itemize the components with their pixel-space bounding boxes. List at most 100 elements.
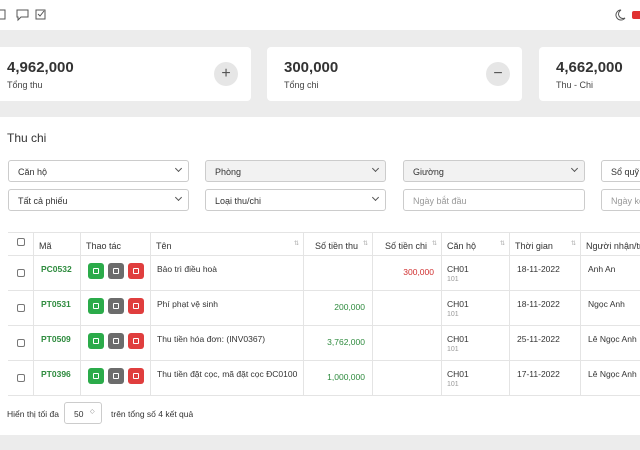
- button-icon: [93, 338, 99, 344]
- sort-icon: ⇅: [293, 241, 299, 247]
- table: Mã Thao tác Tên ⇅ Số tiền thu ⇅ Số tiền chi ⇅ Că…: [0, 232, 640, 396]
- filter[interactable]: Ngày kết: [601, 189, 640, 211]
- column-header: Thao tác: [86, 241, 122, 251]
- apartment: CH01: [447, 299, 469, 309]
- col-border: [33, 232, 34, 395]
- name: Thu tiền hóa đơn: (INV0367): [157, 334, 266, 344]
- row-border: [8, 395, 640, 396]
- summary-value: 4,662,000: [556, 59, 623, 76]
- expense: 300,000: [403, 267, 434, 277]
- delete-button[interactable]: [128, 298, 144, 314]
- summary-value: 4,962,000: [7, 59, 74, 76]
- code[interactable]: PC0532: [41, 264, 72, 274]
- print-button[interactable]: [88, 263, 104, 279]
- page-size[interactable]: 50 ◇: [64, 402, 102, 424]
- top-bar: [0, 0, 640, 30]
- spinner: ◇: [90, 409, 95, 415]
- print-button[interactable]: [88, 368, 104, 384]
- col-border: [150, 232, 151, 395]
- delete-button[interactable]: [128, 333, 144, 349]
- code[interactable]: PT0509: [41, 334, 71, 344]
- col-border: [509, 232, 510, 395]
- person: Lê Ngọc Anh: [588, 334, 637, 344]
- checkbox[interactable]: [17, 374, 25, 382]
- button-icon: [93, 268, 99, 274]
- panel: Thu chi Căn hộ Phòng Giường Sổ quỹ Tất cả phi…: [0, 117, 640, 435]
- person: Anh An: [588, 264, 616, 274]
- delete-button[interactable]: [128, 368, 144, 384]
- filter[interactable]: Phòng: [205, 160, 386, 182]
- date: 25-11-2022: [517, 334, 560, 344]
- checkbox[interactable]: [17, 238, 25, 246]
- col-border: [580, 232, 581, 395]
- room: 101: [447, 311, 459, 318]
- button-icon: [133, 303, 139, 309]
- summary-label: Tổng chi: [284, 80, 319, 90]
- room: 101: [447, 346, 459, 353]
- summary-icon[interactable]: −: [486, 62, 510, 86]
- toolbar-icons[interactable]: [0, 8, 50, 22]
- checkbox[interactable]: [17, 269, 25, 277]
- checkbox[interactable]: [17, 339, 25, 347]
- sort-icon: ⇅: [570, 241, 576, 247]
- column-header[interactable]: Số tiền chi ⇅: [384, 241, 437, 251]
- column-header[interactable]: Người nhận/trả⇅: [586, 241, 640, 251]
- checkbox[interactable]: [17, 304, 25, 312]
- sort-icon: ⇅: [362, 241, 368, 247]
- col-border: [303, 232, 304, 395]
- income: 1,000,000: [327, 372, 365, 382]
- name: Thu tiền đặt cọc, mã đặt cọc ĐC0100: [157, 369, 298, 379]
- theme-icon[interactable]: [612, 8, 640, 22]
- summary-card: 4,662,000 Thu - Chi: [539, 47, 640, 101]
- person: Ngọc Anh: [588, 299, 625, 309]
- print-button[interactable]: [88, 333, 104, 349]
- summary-label: Tổng thu: [7, 80, 43, 90]
- button-icon: [113, 268, 119, 274]
- row-border: [8, 232, 640, 233]
- edit-button[interactable]: [108, 263, 124, 279]
- delete-button[interactable]: [128, 263, 144, 279]
- button-icon: [133, 338, 139, 344]
- button-icon: [93, 373, 99, 379]
- column-header[interactable]: Mã: [39, 241, 52, 251]
- chevron: [174, 164, 183, 173]
- edit-button[interactable]: [108, 333, 124, 349]
- print-button[interactable]: [88, 298, 104, 314]
- col-border: [441, 232, 442, 395]
- row-border: [8, 290, 640, 291]
- chevron: [174, 193, 183, 202]
- filter[interactable]: Loại thu/chi: [205, 189, 386, 211]
- row-border: [8, 255, 640, 256]
- chevron: [371, 193, 380, 202]
- button-icon: [113, 338, 119, 344]
- filter[interactable]: Sổ quỹ: [601, 160, 640, 182]
- column-header[interactable]: Số tiền thu ⇅: [314, 241, 368, 251]
- column-header[interactable]: Tên ⇅: [156, 241, 299, 251]
- button-icon: [113, 303, 119, 309]
- filter[interactable]: Tất cả phiếu: [8, 189, 189, 211]
- column-header[interactable]: Thời gian ⇅: [515, 241, 576, 251]
- code[interactable]: PT0396: [41, 369, 71, 379]
- code[interactable]: PT0531: [41, 299, 71, 309]
- apartment: CH01: [447, 369, 469, 379]
- date: 18-11-2022: [517, 299, 560, 309]
- row-border: [8, 325, 640, 326]
- person: Lê Ngọc Anh: [588, 369, 637, 379]
- filter[interactable]: Căn hộ: [8, 160, 189, 182]
- filter[interactable]: Giường: [403, 160, 585, 182]
- name: Phí phạt vệ sinh: [157, 299, 218, 309]
- footer-prefix: Hiển thị tối đa: [7, 409, 59, 419]
- section-title: Thu chi: [7, 131, 47, 145]
- edit-button[interactable]: [108, 298, 124, 314]
- date: 18-11-2022: [517, 264, 560, 274]
- edit-button[interactable]: [108, 368, 124, 384]
- summary-card: 4,962,000 Tổng thu +: [0, 47, 251, 101]
- apartment: CH01: [447, 264, 469, 274]
- column-header[interactable]: Căn hộ ⇅: [447, 241, 505, 251]
- summary-icon[interactable]: +: [214, 62, 238, 86]
- footer-suffix: trên tổng số 4 kết quả: [111, 409, 194, 419]
- apartment: CH01: [447, 334, 469, 344]
- filter[interactable]: Ngày bắt đầu: [403, 189, 585, 211]
- chevron: [371, 164, 380, 173]
